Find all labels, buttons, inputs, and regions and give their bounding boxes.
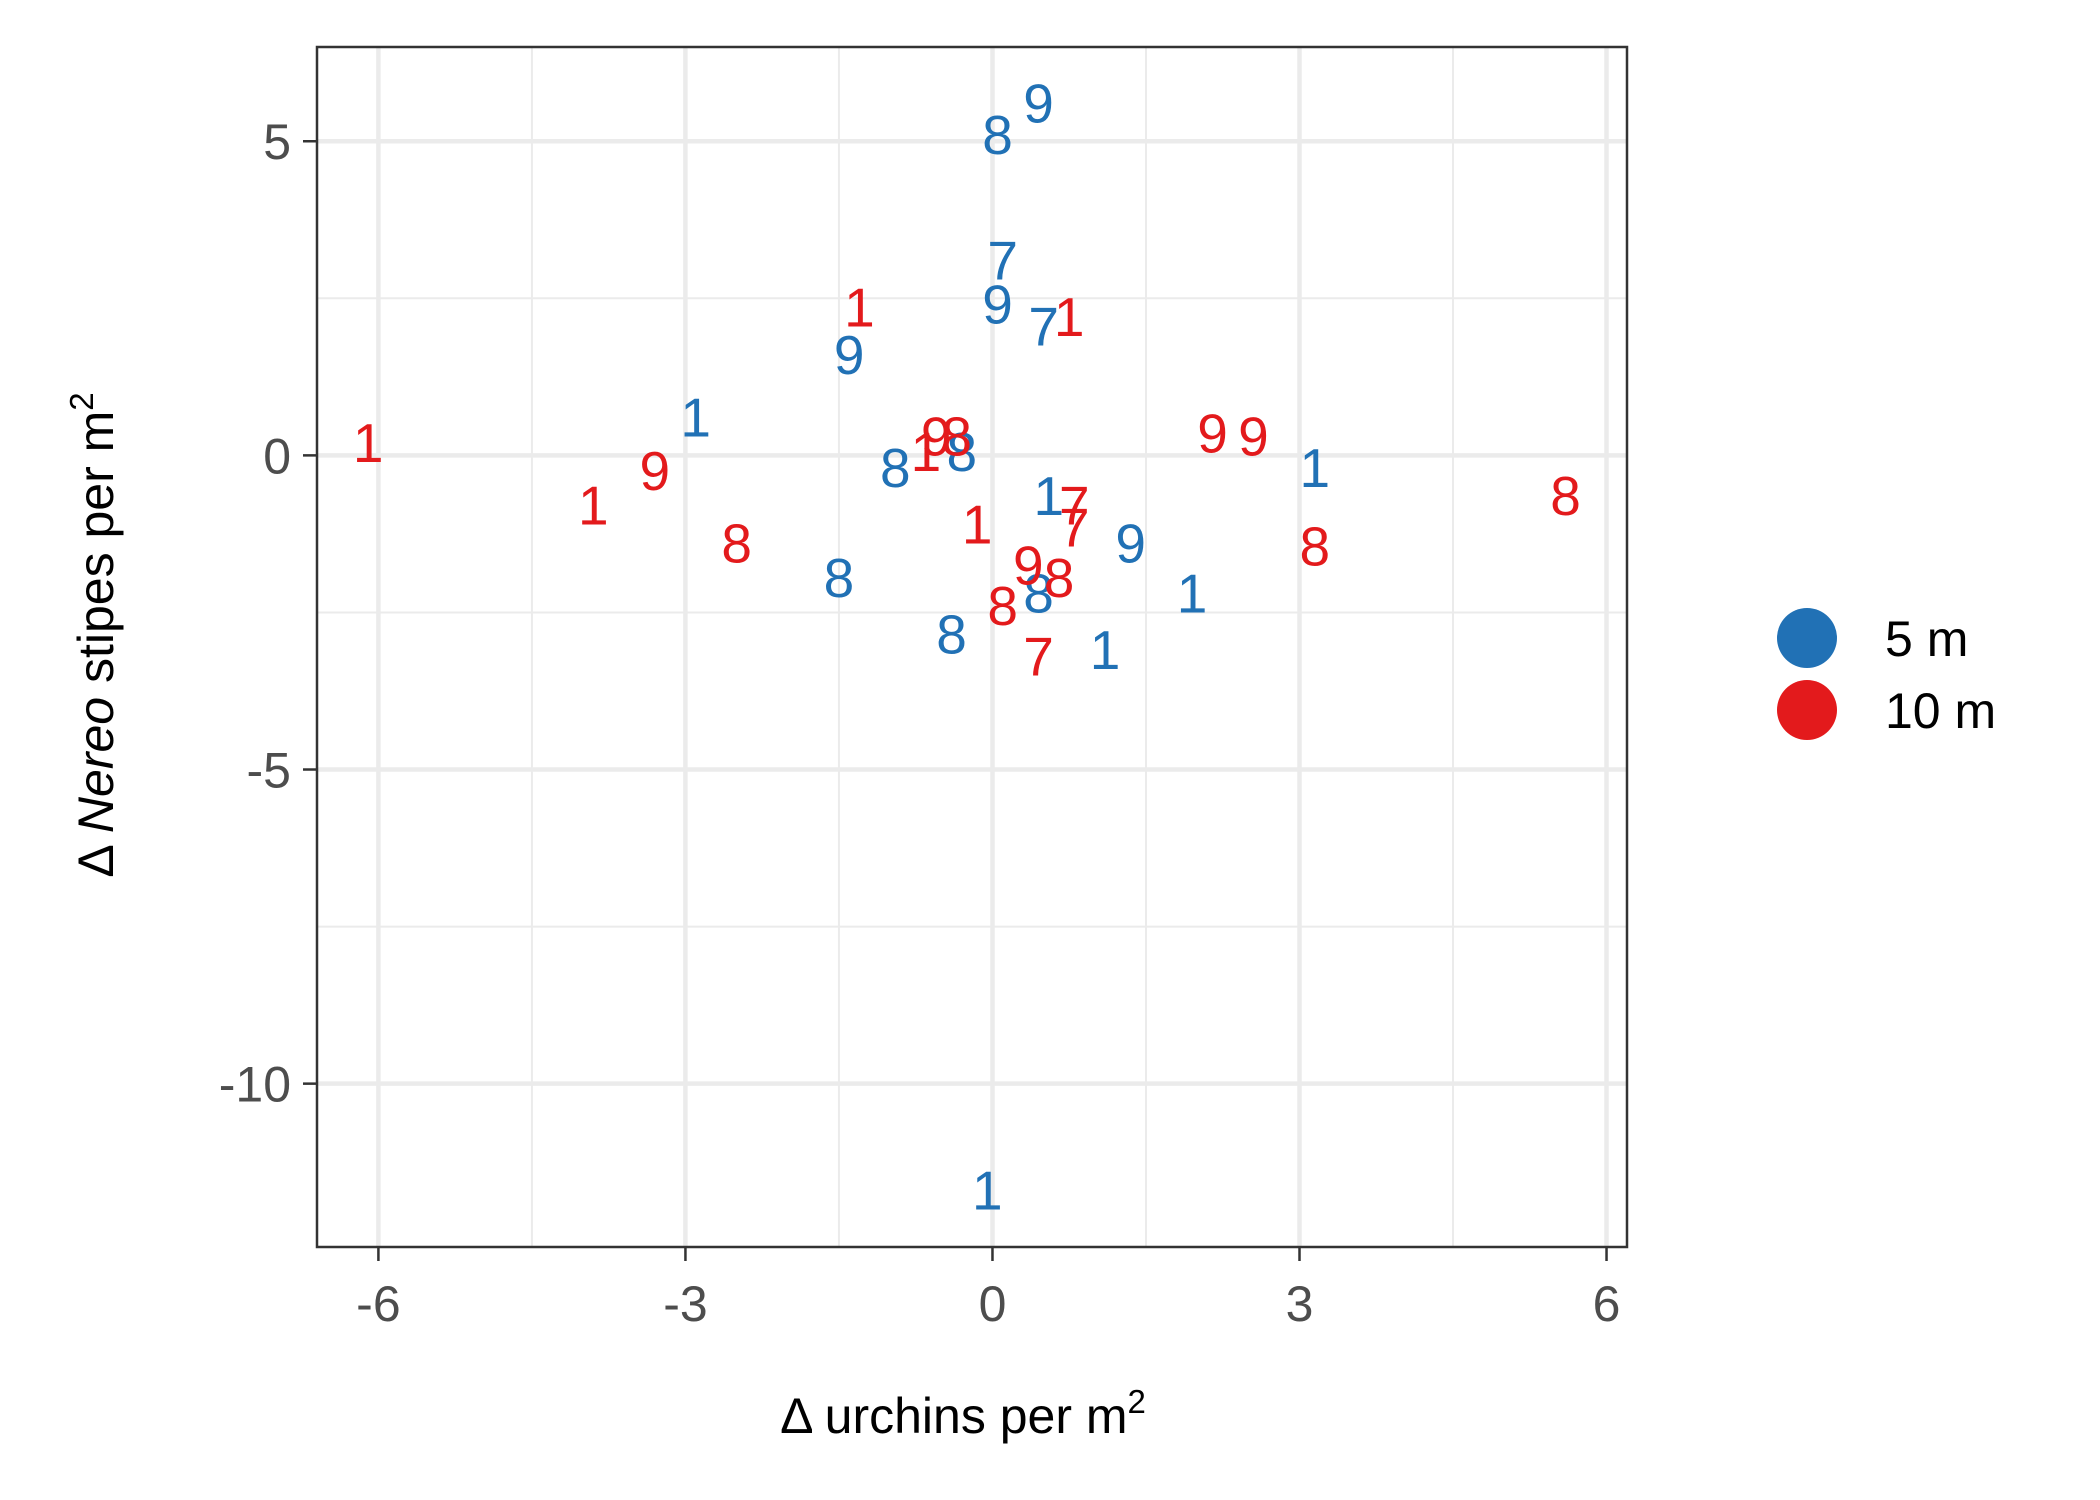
data-point-label: 8 (721, 512, 752, 574)
data-point-label: 1 (353, 412, 384, 474)
data-point-label: 8 (1023, 563, 1054, 625)
data-point-label: 8 (936, 603, 967, 665)
data-point-label: 8 (987, 575, 1018, 637)
data-point-label: 8 (1044, 547, 1075, 609)
data-point-label: 9 (1023, 73, 1054, 135)
data-point-label: 8 (941, 406, 972, 468)
data-point-label: 9 (1013, 534, 1044, 596)
x-tick-label: -6 (356, 1276, 400, 1332)
y-axis-ticks: 5 0 -5 -10 (219, 114, 317, 1113)
y-axis-title: Δ Nereo stipes per m2 (63, 392, 124, 877)
data-point-label: 7 (1059, 497, 1090, 559)
data-point-label: 9 (639, 440, 670, 502)
data-point-label: 8 (1550, 465, 1581, 527)
major-gridlines (317, 47, 1627, 1247)
legend: 5 m 10 m (1777, 608, 1996, 740)
data-point-label: 9 (1197, 402, 1228, 464)
y-axis-title-superscript: 2 (63, 392, 100, 410)
data-point-label: 9 (834, 324, 865, 386)
x-tick-label: 0 (979, 1276, 1007, 1332)
data-point-label: 8 (946, 421, 977, 483)
data-point-label: 1 (1090, 619, 1121, 681)
data-point-label: 7 (1059, 475, 1090, 537)
minor-gridlines (317, 47, 1627, 1247)
legend-label-10m: 10 m (1885, 683, 1996, 739)
y-axis-title-main: stipes per m (68, 411, 124, 697)
data-point-label: 1 (578, 475, 609, 537)
data-point-label: 1 (1177, 563, 1208, 625)
legend-key-5m (1777, 608, 1837, 668)
x-tick-label: 6 (1593, 1276, 1621, 1332)
data-point-label: 1 (1033, 465, 1064, 527)
data-point-label: 9 (982, 274, 1013, 336)
x-axis-ticks: -6 -3 0 3 6 (356, 1247, 1620, 1332)
data-point-label: 9 (1115, 512, 1146, 574)
data-point-label: 1 (911, 421, 942, 483)
data-point-label: 7 (987, 230, 1018, 292)
data-point-label: 8 (982, 104, 1013, 166)
y-axis-title-italic: Nereo (68, 697, 124, 833)
y-tick-label: -5 (247, 743, 291, 799)
x-axis-title-prefix: Δ (780, 1388, 812, 1444)
data-point-label: 1 (1300, 437, 1331, 499)
data-point-label: 8 (880, 437, 911, 499)
x-axis-title-main: urchins per m (811, 1388, 1128, 1444)
legend-key-10m (1777, 680, 1837, 740)
data-point-label: 9 (1238, 406, 1269, 468)
y-tick-label: 5 (263, 114, 291, 170)
data-point-label: 1 (680, 387, 711, 449)
data-point-label: 9 (921, 406, 952, 468)
y-axis-title-prefix: Δ (68, 833, 124, 878)
y-tick-label: -10 (219, 1057, 291, 1113)
data-point-label: 1 (972, 1159, 1003, 1221)
data-point-label: 8 (824, 547, 855, 609)
plot-panel-border (315, 45, 1629, 1249)
data-point-label: 7 (1028, 296, 1059, 358)
x-tick-label: -3 (663, 1276, 707, 1332)
x-axis-title-superscript: 2 (1128, 1383, 1146, 1420)
data-point-label: 1 (1054, 286, 1085, 348)
x-axis-title: Δ urchins per m2 (780, 1383, 1146, 1444)
x-tick-label: 3 (1286, 1276, 1314, 1332)
data-point-label: 1 (844, 277, 875, 339)
legend-label-5m: 5 m (1885, 611, 1968, 667)
data-point-label: 7 (1023, 625, 1054, 687)
data-point-label: 1 (962, 493, 993, 555)
data-point-label: 8 (1300, 515, 1331, 577)
y-tick-label: 0 (263, 428, 291, 484)
